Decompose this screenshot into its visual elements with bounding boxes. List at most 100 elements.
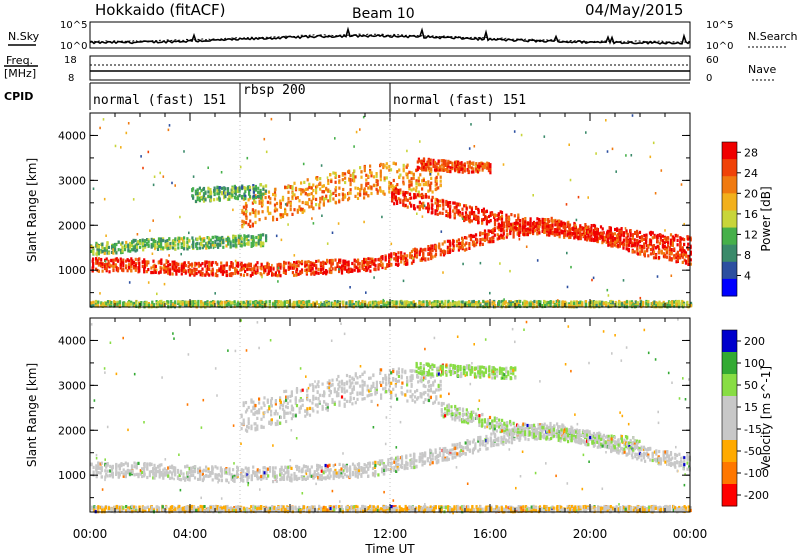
- data-cell: [588, 303, 591, 308]
- data-cell: [293, 300, 296, 304]
- data-cell: [186, 240, 189, 244]
- data-cell: [378, 263, 381, 267]
- data-cell: [457, 209, 460, 213]
- data-cell: [590, 224, 593, 228]
- data-cell: [263, 265, 266, 269]
- data-cell: [228, 191, 231, 196]
- data-cell: [431, 244, 434, 248]
- data-cell: [396, 191, 399, 195]
- data-cell: [468, 211, 471, 215]
- data-cell: [254, 194, 257, 198]
- data-cell: [413, 193, 416, 197]
- data-cell: [589, 300, 592, 304]
- data-cell: [443, 250, 446, 254]
- data-cell: [446, 239, 449, 243]
- data-cell: [330, 179, 333, 184]
- data-cell: [403, 254, 406, 258]
- data-cell: [336, 262, 339, 266]
- data-cell: [167, 267, 170, 271]
- data-cell: [442, 304, 445, 308]
- data-cell: [563, 235, 566, 239]
- data-cell: [566, 223, 569, 227]
- data-cell: [676, 243, 679, 247]
- data-cell: [483, 238, 487, 242]
- data-cell: [481, 168, 484, 172]
- data-cell: [634, 230, 637, 235]
- data-cell: [192, 196, 195, 200]
- data-cell: [679, 253, 682, 257]
- data-cell: [187, 300, 190, 304]
- data-cell: [402, 182, 405, 186]
- data-cell: [315, 271, 318, 275]
- data-cell: [483, 229, 487, 233]
- data-cell: [389, 168, 393, 172]
- data-cell: [255, 301, 258, 305]
- freq-panel: Freq. [MHz] 18 8 60 0 Nave CPID: [4, 54, 776, 103]
- data-cell: [305, 268, 308, 272]
- data-cell: [174, 300, 177, 304]
- data-cell: [510, 213, 513, 217]
- data-cell: [615, 301, 618, 305]
- data-cell: [478, 168, 481, 172]
- data-cell: [476, 164, 480, 168]
- data-cell: [213, 301, 216, 305]
- data-cell: [669, 241, 673, 245]
- data-cell: [97, 300, 100, 304]
- data-cell: [595, 227, 599, 231]
- data-cell: [417, 157, 420, 161]
- data-cell: [568, 226, 571, 230]
- data-cell: [649, 232, 653, 237]
- data-cell: [475, 217, 478, 221]
- data-cell: [211, 267, 214, 271]
- data-cell: [222, 238, 225, 242]
- data-cell: [689, 262, 692, 266]
- data-cell: [298, 207, 301, 212]
- data-cell: [558, 222, 561, 226]
- data-cell: [427, 189, 430, 193]
- data-cell: [418, 301, 421, 305]
- data-cell: [221, 272, 224, 276]
- data-cell: [203, 239, 206, 243]
- data-cell: [582, 226, 585, 230]
- data-cell: [317, 271, 320, 275]
- data-cell: [365, 182, 368, 186]
- data-cell: [442, 165, 445, 169]
- data-cell: [236, 197, 239, 201]
- data-cell: [209, 242, 212, 246]
- data-cell: [197, 270, 200, 274]
- data-cell: [522, 301, 525, 305]
- data-cell: [358, 261, 361, 266]
- data-cell: [210, 302, 213, 306]
- data-cell: [376, 189, 379, 193]
- data-cell: [482, 217, 485, 222]
- data-cell: [286, 300, 289, 304]
- data-cell: [468, 242, 471, 246]
- data-cell: [576, 301, 579, 305]
- data-cell: [638, 239, 642, 244]
- data-cell: [196, 193, 199, 198]
- data-cell: [301, 188, 304, 192]
- data-cell: [266, 272, 269, 276]
- data-cell: [209, 245, 212, 249]
- data-cell: [174, 243, 177, 247]
- data-cell: [524, 222, 527, 226]
- data-cell: [191, 271, 194, 275]
- data-cell: [574, 223, 577, 228]
- data-cell: [587, 230, 590, 234]
- data-cell: [160, 246, 163, 250]
- data-cell: [312, 195, 315, 199]
- data-cell: [481, 237, 484, 242]
- data-cell: [435, 162, 438, 166]
- data-cell: [509, 303, 512, 307]
- data-cell: [163, 264, 166, 268]
- data-cell: [241, 210, 244, 214]
- data-cell: [619, 236, 622, 240]
- data-cell: [473, 213, 476, 218]
- data-cell: [687, 254, 690, 258]
- data-cell: [157, 237, 161, 241]
- data-cell: [217, 245, 220, 249]
- data-cell: [150, 270, 153, 275]
- data-cell: [208, 267, 211, 271]
- data-cell: [97, 261, 100, 265]
- data-cell: [610, 299, 613, 304]
